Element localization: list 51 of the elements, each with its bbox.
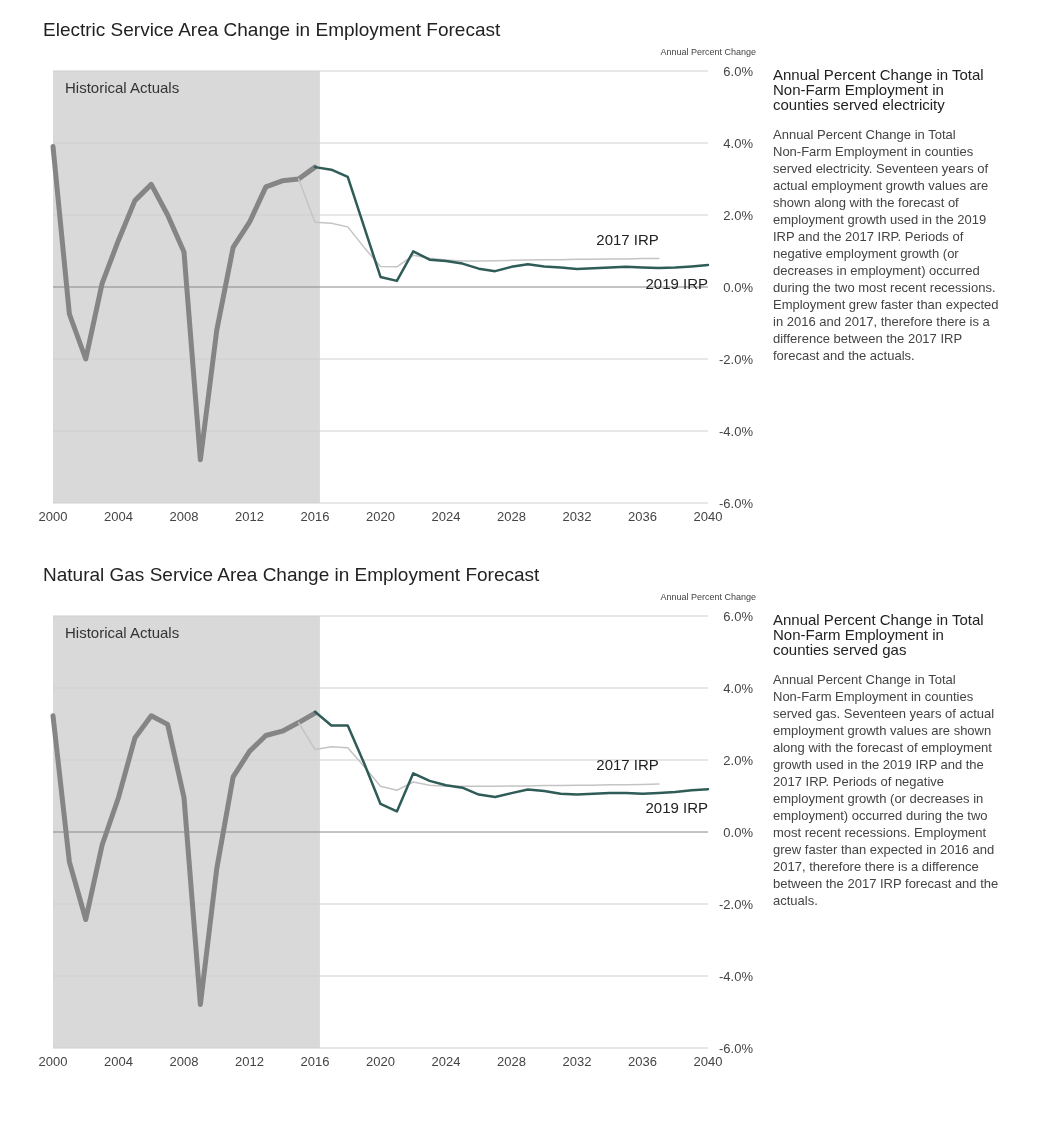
- y-tick-label: -2.0%: [719, 352, 754, 367]
- x-tick-label: 2040: [693, 509, 723, 524]
- x-tick-label: 2020: [366, 509, 395, 524]
- text: Annual Percent Change in Total Non-Farm Employment in counties served electricity: [773, 66, 984, 113]
- y-tick-label: -6.0%: [719, 496, 754, 511]
- x-tick-label: 2000: [38, 509, 68, 524]
- x-tick-label: 2020: [366, 1054, 395, 1069]
- text: Annual Percent Change in Total Non-Farm Employment in counties served electricity. Seventeen years of actual employment growth values are shown along with the forecast of employment growth used in the 2019 IRP and the 2017 IRP. Periods of negative employment growth (or decreases in employment) occurred during the two most recent recessions. Employment grew faster than expected in 2016 and 2017, therefore there is a difference between the 2017 IRP forecast and the actuals.: [773, 127, 999, 363]
- series-label: 2017 IRP: [596, 230, 659, 248]
- x-tick-label: 2036: [628, 509, 657, 524]
- y-tick-label: 4.0%: [723, 681, 754, 696]
- x-tick-label: 2008: [169, 509, 199, 524]
- band-label: Historical Actuals: [65, 79, 180, 96]
- y-axis-title: Annual Percent Change: [660, 47, 756, 57]
- y-tick-label: 2.0%: [723, 753, 754, 768]
- x-tick-label: 2012: [235, 509, 264, 524]
- x-tick-label: 2000: [38, 1054, 68, 1069]
- x-tick-label: 2028: [497, 1054, 526, 1069]
- x-tick-label: 2032: [562, 1054, 592, 1069]
- text: Annual Percent Change in Total Non-Farm Employment in counties served gas. Seventeen years of actual employment growth values are shown along with the forecast of employment growth used in the 2019 IRP and the 2017 IRP. Periods of negative employment growth (or decreases in employment) occurred during the two most recent recessions. Employment grew faster than expected in 2016 and 2017, therefore there is a difference between the 2017 IRP forecast and the actuals.: [773, 672, 999, 908]
- x-tick-label: 2016: [300, 509, 330, 524]
- text: Annual Percent Change in Total Non-Farm Employment in counties served gas: [773, 611, 984, 658]
- x-tick-label: 2004: [104, 509, 133, 524]
- y-tick-label: 6.0%: [723, 609, 754, 624]
- band-label: Historical Actuals: [65, 624, 180, 641]
- line-series: [313, 710, 710, 813]
- x-tick-label: 2024: [431, 1054, 461, 1069]
- x-tick-label: 2004: [104, 1054, 133, 1069]
- y-tick-label: 4.0%: [723, 136, 754, 151]
- y-tick-label: -4.0%: [719, 424, 754, 439]
- y-tick-label: 2.0%: [723, 208, 754, 223]
- x-tick-label: 2024: [431, 509, 461, 524]
- x-tick-label: 2012: [235, 1054, 264, 1069]
- series-label: 2019 IRP: [645, 799, 708, 817]
- y-tick-label: -4.0%: [719, 969, 754, 984]
- x-tick-label: 2032: [562, 509, 592, 524]
- y-tick-label: 6.0%: [723, 64, 754, 79]
- x-tick-label: 2040: [693, 1054, 723, 1069]
- series-label: 2017 IRP: [596, 756, 659, 774]
- x-tick-label: 2008: [169, 1054, 199, 1069]
- y-tick-label: -6.0%: [719, 1041, 754, 1056]
- chart-title: Electric Service Area Change in Employment Forecast: [43, 19, 501, 40]
- y-axis-title: Annual Percent Change: [660, 592, 756, 602]
- chart-title: Natural Gas Service Area Change in Employment Forecast: [43, 564, 541, 585]
- series-label: 2019 IRP: [645, 275, 708, 293]
- y-tick-label: 0.0%: [723, 825, 754, 840]
- x-tick-label: 2028: [497, 509, 526, 524]
- y-tick-label: 0.0%: [723, 280, 754, 295]
- x-tick-label: 2016: [300, 1054, 330, 1069]
- x-tick-label: 2036: [628, 1054, 657, 1069]
- y-tick-label: -2.0%: [719, 897, 754, 912]
